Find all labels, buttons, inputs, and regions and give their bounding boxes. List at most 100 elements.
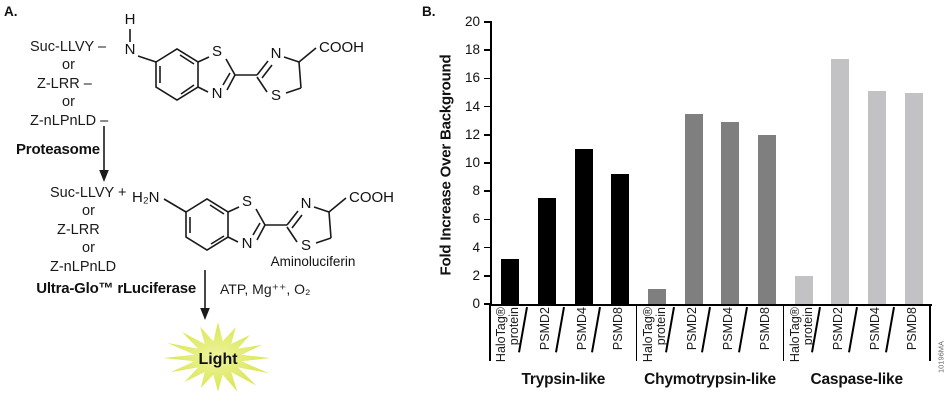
y-tick-label: 20: [464, 14, 480, 29]
plot-area: 0 2 4 6 8 10 12 14 16 18 20: [465, 14, 932, 311]
n-atom-label-4: N: [242, 235, 253, 252]
substrate-list-bottom: Suc-LLVY + or Z-LRR or Z-nLPnLD: [50, 184, 126, 276]
y-tick-label: 12: [464, 126, 480, 142]
h2n-ring-bond: [163, 198, 187, 213]
y-tick-label: 18: [464, 42, 480, 58]
bar-group-caspase-like: [785, 22, 932, 304]
bar-slot: [675, 22, 712, 304]
aminoluciferin-structure: H₂N S N N S COOH Aminoluci: [132, 189, 394, 269]
y-tick: [484, 49, 492, 51]
substrate-aminoluciferin-structure: H N S N N S COOH: [125, 11, 364, 104]
substrate-bottom-2: Z-LRR: [57, 221, 100, 238]
y-tick-label: 6: [472, 211, 480, 227]
n-atom-label-2: N: [212, 85, 223, 102]
label-group-caspase-like: HaloTag® protein PSMD2 PSMD4 PSMD8: [782, 304, 931, 370]
bar-slot: [712, 22, 749, 304]
bar-group-trypsin-like: [492, 22, 639, 304]
group-name-chymotrypsin-like: Chymotrypsin-like: [644, 371, 776, 388]
y-tick: [484, 303, 492, 305]
bar-slot: [785, 22, 822, 304]
cooh-bond: [298, 47, 317, 63]
benzene-ring: [155, 48, 199, 101]
label-group-trypsin-like: HaloTag® protein PSMD2 PSMD4 PSMD8: [489, 304, 637, 370]
bar-slot: [602, 22, 639, 304]
bar-caspase-like-halotag®-protein: [794, 275, 813, 304]
bar-caspase-like-psmd8: [904, 92, 923, 304]
bar-chymotrypsin-like-psmd4: [721, 122, 740, 304]
bar-chymotrypsin-like-psmd2: [684, 113, 703, 304]
luciferase-label: Ultra-Glo™ rLuciferase: [36, 280, 196, 297]
bar-group-chymotrypsin-like: [639, 22, 786, 304]
y-tick: [484, 275, 492, 277]
thiazoline-ring-2: [286, 206, 332, 244]
bar-slot: [749, 22, 786, 304]
proteasome-label: Proteasome: [16, 141, 100, 158]
bar-chymotrypsin-like-halotag®-protein: [648, 288, 666, 304]
thiazole-ring-2: [227, 206, 266, 243]
bar-slot: [492, 22, 529, 304]
bar-slot: [895, 22, 932, 304]
y-tick-label: 0: [472, 296, 480, 311]
light-starburst: Light: [163, 322, 270, 392]
substrate-top-or1: or: [62, 57, 75, 74]
substrate-list-top: Suc-LLVY – or Z-LRR – or Z-nLPnLD –: [30, 38, 108, 130]
bar-trypsin-like-psmd2: [538, 198, 556, 304]
n-atom-label-5: N: [301, 195, 312, 212]
y-tick-label: 2: [472, 267, 480, 283]
group-divider: [635, 304, 638, 361]
y-tick: [484, 190, 492, 192]
s-atom-label-4: S: [301, 237, 311, 254]
starburst-shape: [163, 322, 270, 392]
y-tick-label: 14: [464, 98, 480, 114]
n-ring-bond: [137, 55, 157, 63]
panel-a-label: A.: [4, 4, 18, 19]
cofactors-label: ATP, Mg⁺⁺, O₂: [220, 281, 311, 297]
s-atom-label-2: S: [271, 87, 281, 104]
substrate-top-or2: or: [62, 94, 75, 111]
bar-slot: [639, 22, 676, 304]
aminoluciferin-caption: Aminoluciferin: [271, 254, 356, 269]
bar-trypsin-like-halotag®-protein: [501, 258, 520, 304]
y-tick-label: 10: [464, 155, 480, 170]
panel-a: A. Suc-LLVY – or Z-LRR – or Z-nLPnLD – H…: [0, 0, 420, 401]
y-tick-label: 4: [472, 239, 480, 255]
bar-slot: [565, 22, 602, 304]
bar-chymotrypsin-like-psmd8: [758, 134, 777, 304]
h-atom-label: H: [125, 11, 136, 28]
luciferase-arrow: [200, 270, 210, 320]
cooh-label-2: COOH: [349, 189, 394, 206]
group-divider: [929, 304, 931, 361]
s-atom-label-3: S: [242, 193, 252, 210]
panel-b-label: B.: [422, 4, 436, 19]
thiazole-ring: [197, 56, 236, 93]
bar-slot: [529, 22, 566, 304]
y-tick: [484, 134, 492, 136]
substrate-bottom-or2: or: [82, 240, 95, 257]
panel-b: B. Fold Increase Over Background 0 2 4 6 8 10…: [420, 0, 950, 401]
thiazoline-ring: [256, 56, 302, 94]
n-atom-label: N: [125, 41, 136, 58]
y-tick: [484, 246, 492, 249]
cooh-bond-2: [328, 197, 347, 213]
y-tick: [484, 162, 492, 164]
y-tick: [484, 77, 492, 80]
bar-trypsin-like-psmd4: [574, 148, 593, 304]
group-name-trypsin-like: Trypsin-like: [521, 371, 606, 388]
x-label-slot: PSMD8: [591, 304, 637, 370]
label-group-chymotrypsin-like: HaloTag® protein PSMD2 PSMD4 PSMD8: [635, 304, 784, 370]
group-names-row: Trypsin-like Chymotrypsin-like Caspase-lik…: [490, 371, 930, 389]
y-tick-label: 16: [464, 70, 480, 86]
group-divider: [489, 304, 491, 361]
bar-slot: [859, 22, 896, 304]
y-tick: [484, 105, 492, 108]
bar-caspase-like-psmd2: [831, 58, 850, 304]
bar-slot: [822, 22, 859, 304]
x-label-slot: PSMD8: [884, 304, 930, 370]
substrate-top-1: Suc-LLVY –: [30, 39, 107, 55]
cooh-label: COOH: [319, 39, 364, 56]
bar-trypsin-like-psmd8: [611, 174, 630, 304]
bars-container: [492, 22, 932, 304]
figure-number-watermark: 10196MA: [936, 340, 946, 374]
y-tick: [484, 218, 492, 221]
y-tick: [484, 21, 492, 23]
